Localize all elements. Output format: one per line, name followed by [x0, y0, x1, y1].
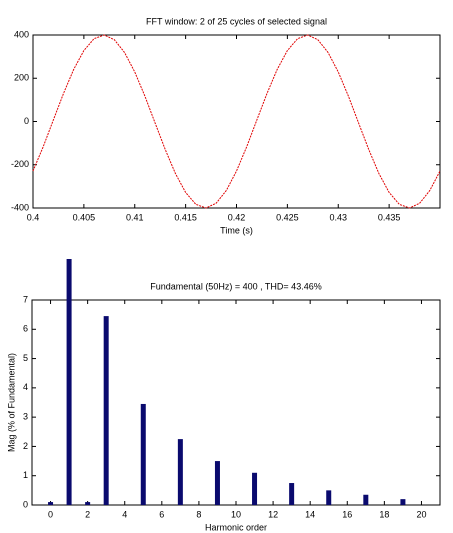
y-tick-label: 0 [24, 116, 29, 126]
bar [66, 259, 72, 505]
bar [363, 494, 369, 505]
bar [214, 461, 220, 505]
axes-title: Fundamental (50Hz) = 400 , THD= 43.46% [150, 281, 321, 291]
x-tick-label: 0.43 [329, 212, 347, 222]
y-tick-label: 5 [23, 353, 28, 363]
y-tick-label: 3 [23, 412, 28, 422]
bar [177, 439, 183, 505]
x-tick-label: 10 [231, 509, 241, 519]
x-tick-label: 0.405 [73, 212, 96, 222]
bar [289, 483, 295, 505]
x-tick-label: 0.4 [27, 212, 40, 222]
x-tick-label: 2 [85, 509, 90, 519]
x-tick-label: 0.425 [276, 212, 299, 222]
y-tick-label: -200 [11, 159, 29, 169]
bar [326, 490, 332, 505]
x-tick-label: 12 [268, 509, 278, 519]
y-tick-label: 400 [14, 29, 29, 39]
x-tick-label: 8 [196, 509, 201, 519]
y-tick-label: -400 [11, 202, 29, 212]
x-tick-label: 0.41 [126, 212, 144, 222]
x-tick-label: 20 [416, 509, 426, 519]
x-tick-label: 0.415 [174, 212, 197, 222]
y-tick-label: 7 [23, 294, 28, 304]
x-tick-label: 18 [379, 509, 389, 519]
bar [140, 403, 146, 505]
axes-title: FFT window: 2 of 25 cycles of selected s… [146, 16, 327, 26]
y-tick-label: 0 [23, 499, 28, 509]
bar [400, 499, 406, 505]
x-tick-label: 0.435 [378, 212, 401, 222]
y-tick-label: 6 [23, 324, 28, 334]
y-tick-label: 1 [23, 470, 28, 480]
y-tick-label: 200 [14, 73, 29, 83]
x-tick-label: 14 [305, 509, 315, 519]
y-tick-label: 2 [23, 441, 28, 451]
x-axis-label: Harmonic order [205, 522, 267, 532]
x-tick-label: 16 [342, 509, 352, 519]
x-tick-label: 0 [48, 509, 53, 519]
bar [252, 472, 258, 505]
signal-line [32, 34, 441, 209]
y-axis-label: Mag (% of Fundamental) [6, 353, 16, 452]
bar [103, 316, 109, 505]
x-tick-label: 4 [122, 509, 127, 519]
x-tick-label: 6 [159, 509, 164, 519]
bar [48, 502, 54, 505]
axes-frame [31, 299, 441, 506]
x-axis-label: Time (s) [220, 225, 253, 235]
x-tick-label: 0.42 [228, 212, 246, 222]
y-tick-label: 4 [23, 382, 28, 392]
axes-frame [32, 34, 441, 209]
bar [85, 502, 91, 505]
